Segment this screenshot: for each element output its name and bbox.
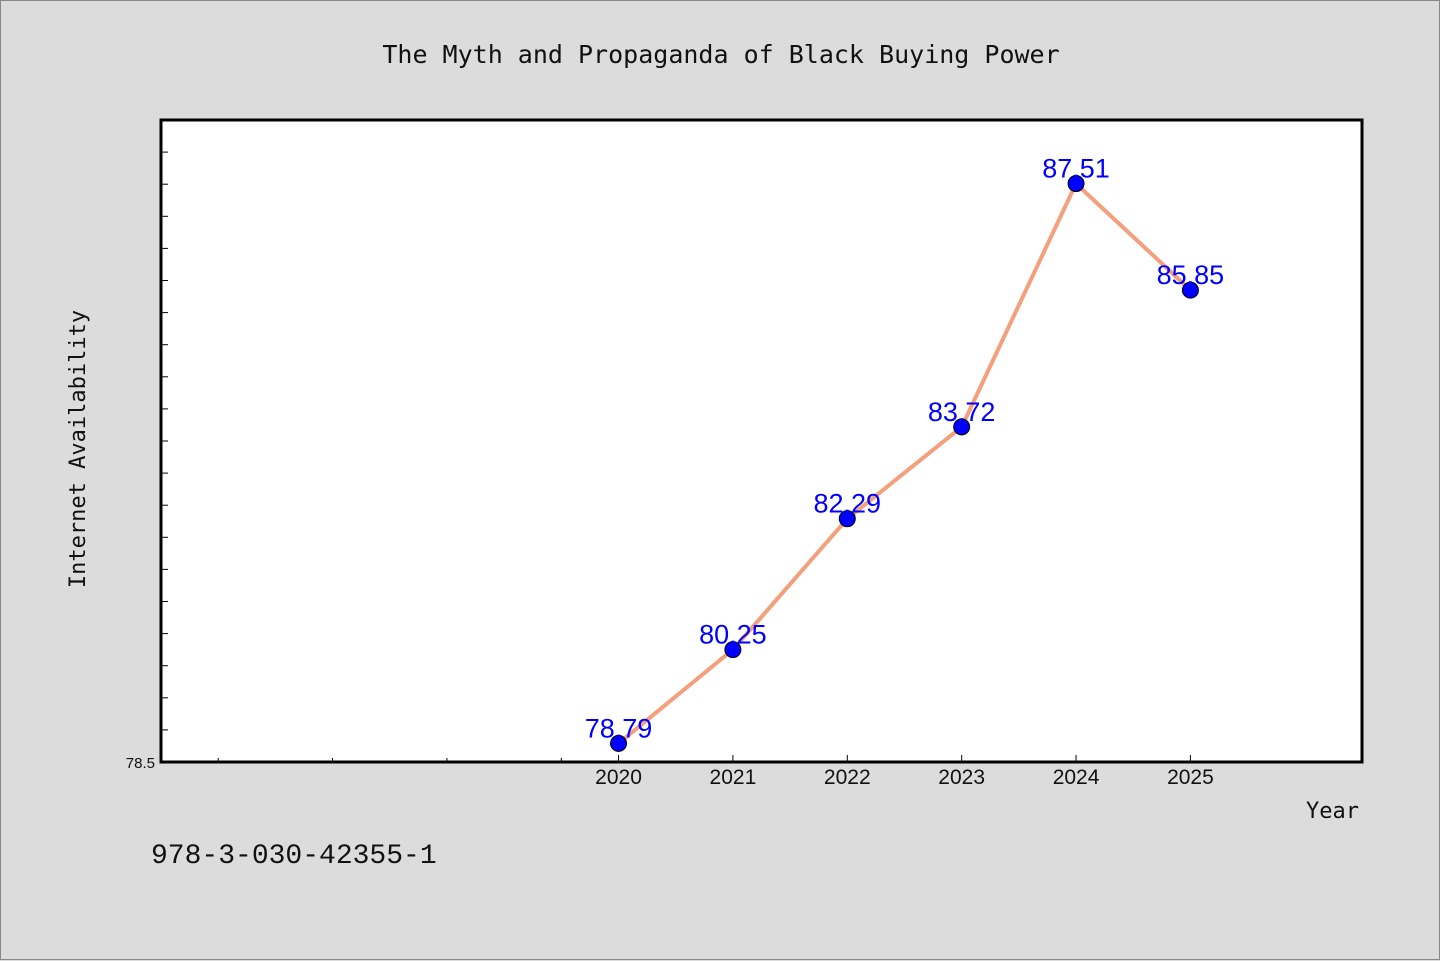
series-line bbox=[617, 181, 1192, 745]
x-tick-label: 2024 bbox=[1053, 766, 1100, 789]
data-point-label: 83.72 bbox=[928, 397, 996, 427]
data-point-marker bbox=[953, 418, 971, 436]
data-point-label: 85.85 bbox=[1157, 260, 1225, 290]
data-point-marker bbox=[724, 641, 742, 659]
data-labels: 78.79 80.25 82.29 83.72 87.51 85.85 bbox=[585, 154, 1224, 744]
data-point-label: 82.29 bbox=[813, 489, 881, 519]
data-point-marker bbox=[1181, 281, 1199, 299]
plot-area bbox=[159, 118, 1364, 764]
y-axis-ticks bbox=[161, 151, 168, 731]
data-point-marker bbox=[838, 510, 856, 528]
x-tick-label: 2022 bbox=[824, 766, 871, 789]
data-point-label: 80.25 bbox=[699, 620, 767, 650]
chart-title: The Myth and Propaganda of Black Buying … bbox=[382, 40, 1059, 69]
x-tick-label: 2025 bbox=[1167, 766, 1214, 789]
y-tick-label: 78.5 bbox=[126, 755, 155, 772]
data-point-marker bbox=[610, 734, 628, 752]
data-point-label: 78.79 bbox=[585, 713, 653, 743]
x-axis-minor-ticks bbox=[217, 758, 562, 762]
x-tick-label: 2023 bbox=[938, 766, 985, 789]
x-tick-label: 2020 bbox=[595, 766, 642, 789]
y-axis-label: Internet Availability bbox=[66, 310, 91, 588]
data-point-label: 87.51 bbox=[1042, 154, 1110, 184]
data-markers bbox=[610, 175, 1199, 752]
isbn-footer: 978-3-030-42355-1 bbox=[151, 841, 437, 872]
x-tick-label: 2021 bbox=[710, 766, 757, 789]
y-axis-tick-labels: 78.5 bbox=[126, 755, 155, 772]
data-point-marker bbox=[1067, 175, 1085, 193]
x-axis-tick-labels: 2020 2021 2022 2023 2024 2025 bbox=[595, 766, 1214, 789]
x-axis-ticks bbox=[618, 755, 1191, 762]
x-axis-label: Year bbox=[1306, 799, 1359, 824]
